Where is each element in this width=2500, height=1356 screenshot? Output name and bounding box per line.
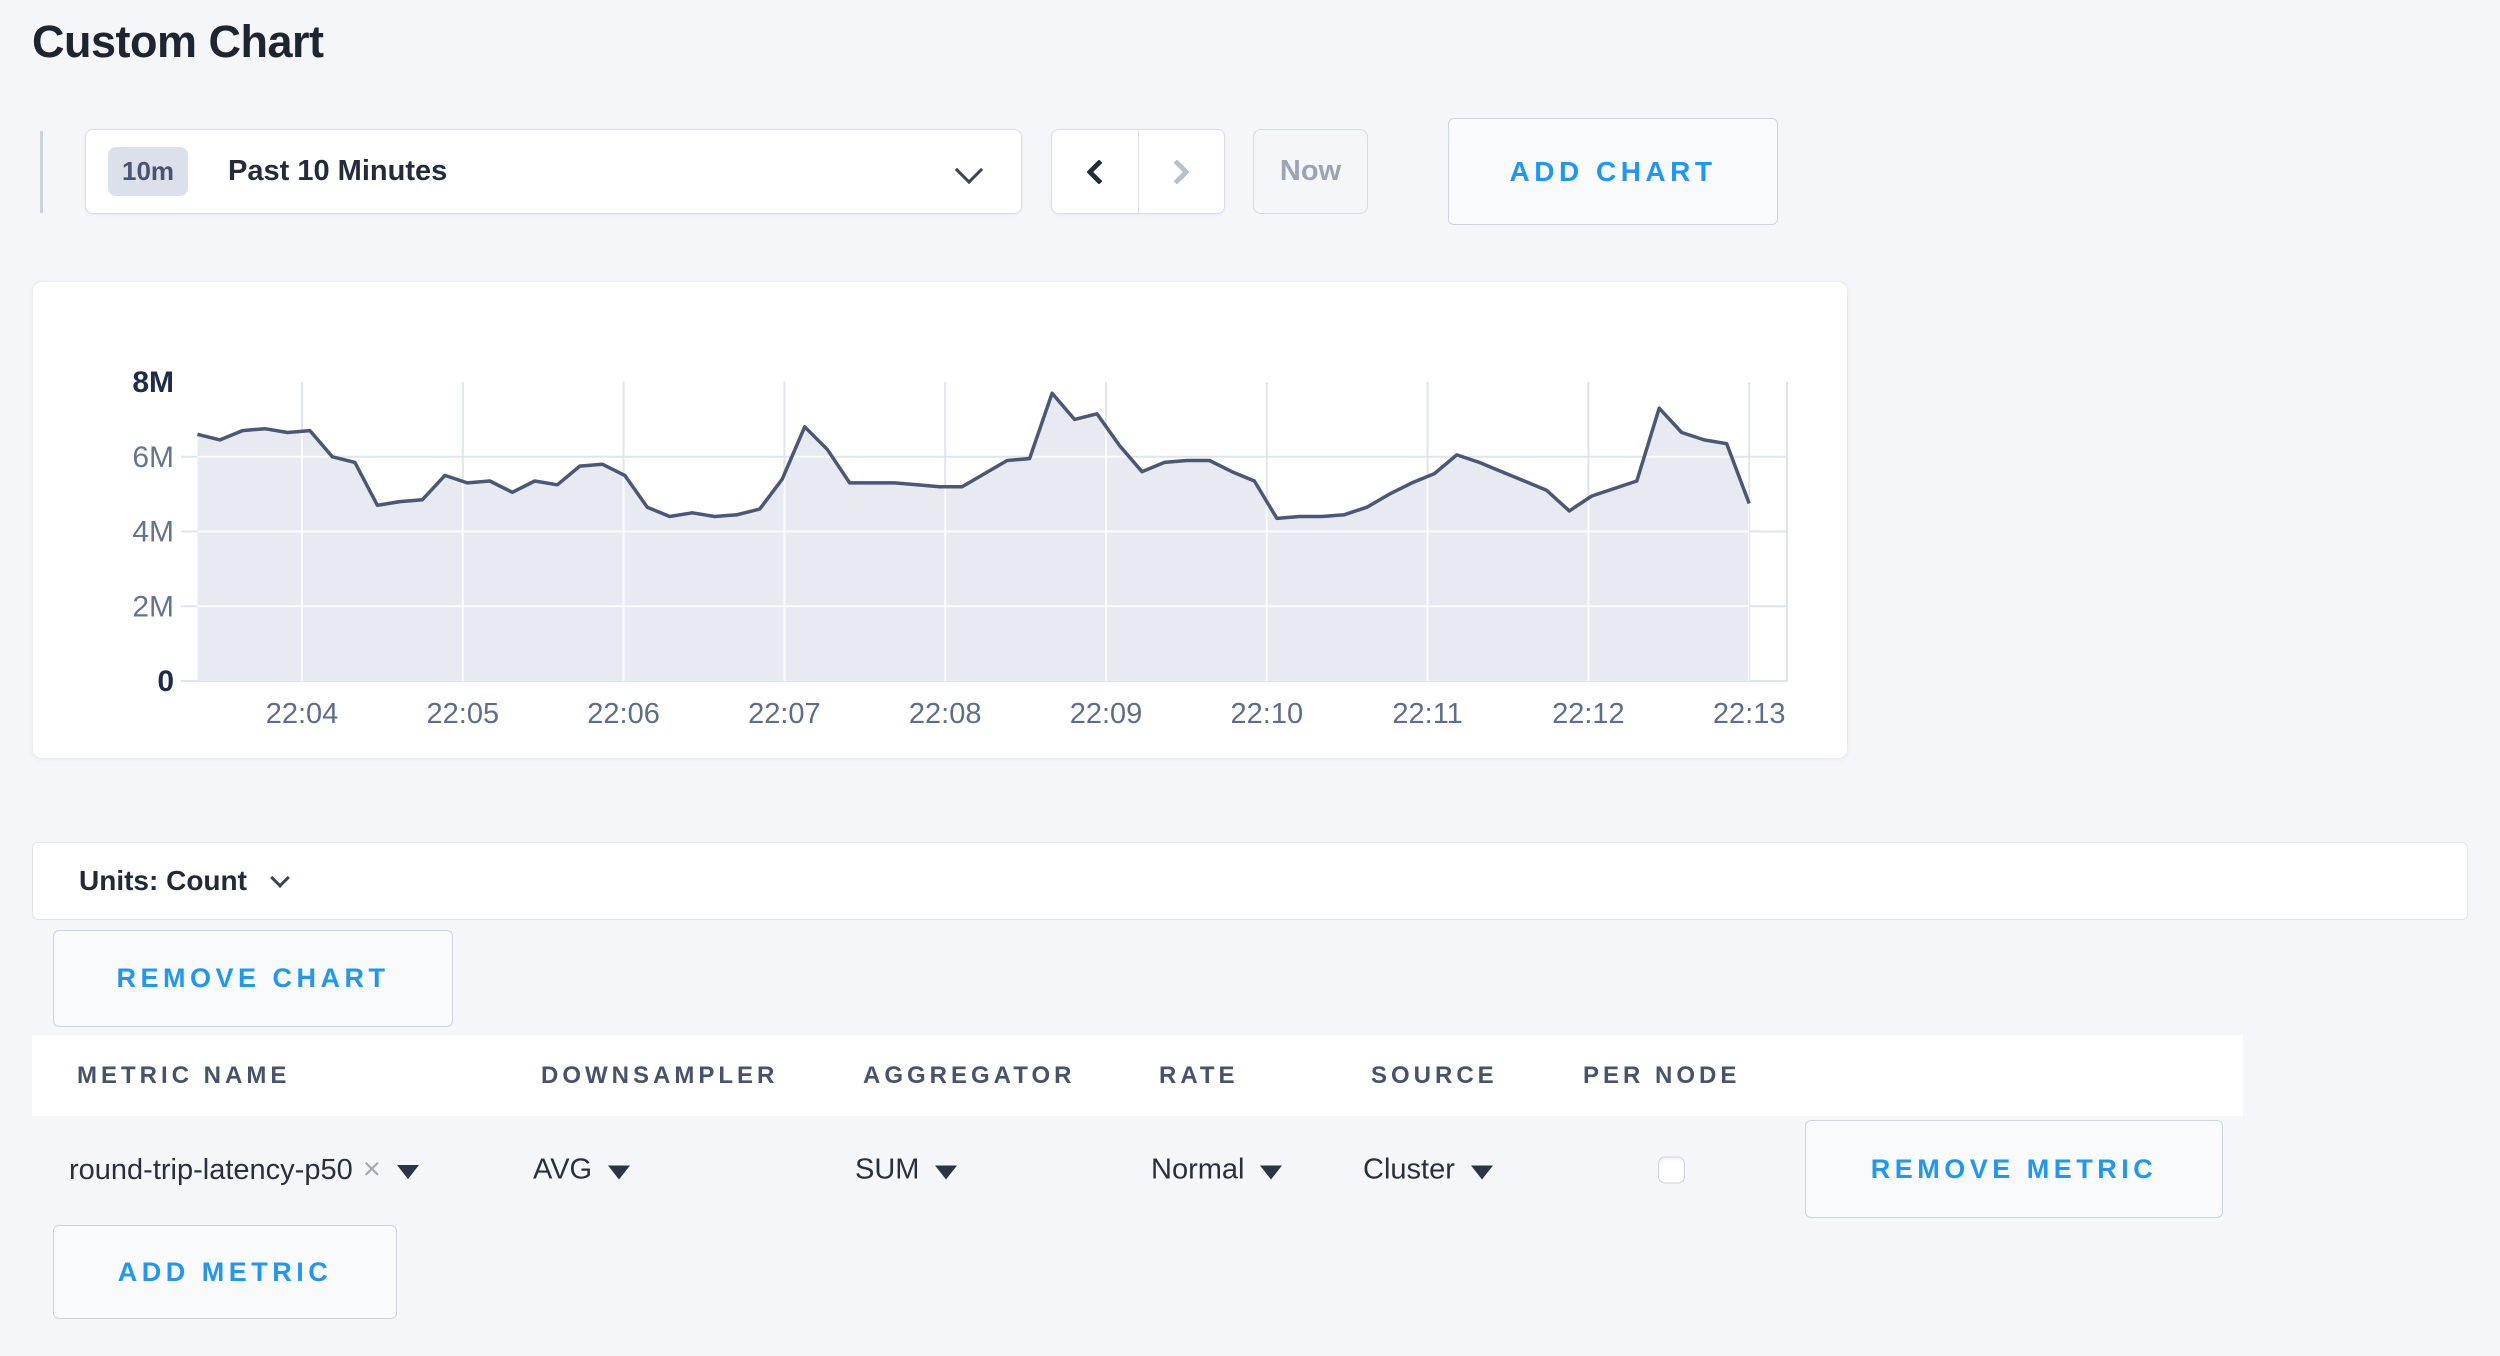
- caret-down-icon: [1260, 1165, 1283, 1179]
- page-title: Custom Chart: [32, 16, 324, 67]
- y-axis-labels: 8M 6M 4M 2M 0: [132, 366, 174, 698]
- chevron-right-icon: [1164, 158, 1190, 185]
- series-line: [197, 391, 1751, 521]
- time-range-picker[interactable]: 10m Past 10 Minutes: [85, 129, 1022, 214]
- column-header-metric-name: METRIC NAME: [77, 1061, 291, 1089]
- svg-text:6M: 6M: [132, 441, 174, 474]
- column-header-source: SOURCE: [1371, 1061, 1498, 1089]
- column-header-per-node: PER NODE: [1583, 1061, 1741, 1089]
- clear-metric-icon[interactable]: [363, 1151, 381, 1187]
- time-range-badge: 10m: [108, 147, 189, 196]
- remove-metric-button[interactable]: REMOVE METRIC: [1805, 1120, 2223, 1218]
- svg-text:22:13: 22:13: [1713, 698, 1786, 730]
- svg-text:22:11: 22:11: [1392, 698, 1462, 730]
- units-dropdown[interactable]: Units: Count: [32, 842, 2468, 920]
- chart-card: 8M 6M 4M 2M 0 22:04 22:05 22:06 22:07 22:08 22:09 2…: [32, 281, 1848, 759]
- time-step-buttons: [1051, 129, 1225, 214]
- column-header-rate: RATE: [1159, 1061, 1239, 1089]
- svg-text:22:12: 22:12: [1552, 698, 1625, 730]
- time-forward-button[interactable]: [1139, 130, 1225, 213]
- add-chart-button[interactable]: ADD CHART: [1448, 118, 1778, 225]
- rate-value: Normal: [1151, 1153, 1245, 1186]
- svg-text:22:06: 22:06: [587, 698, 660, 730]
- aggregator-value: SUM: [855, 1153, 920, 1186]
- chevron-down-icon: [954, 155, 984, 185]
- svg-text:4M: 4M: [132, 516, 174, 549]
- caret-down-icon: [1470, 1165, 1493, 1179]
- caret-down-icon: [608, 1165, 631, 1179]
- column-header-downsampler: DOWNSAMPLER: [541, 1061, 779, 1089]
- time-back-button[interactable]: [1052, 130, 1139, 213]
- per-node-checkbox[interactable]: [1658, 1156, 1685, 1184]
- caret-down-icon: [396, 1165, 419, 1179]
- svg-text:22:08: 22:08: [909, 698, 982, 730]
- remove-chart-button[interactable]: REMOVE CHART: [53, 930, 453, 1027]
- column-header-aggregator: AGGREGATOR: [863, 1061, 1076, 1089]
- time-range-label: Past 10 Minutes: [228, 155, 448, 187]
- add-metric-button[interactable]: ADD METRIC: [53, 1225, 397, 1319]
- metrics-table-header: METRIC NAME DOWNSAMPLER AGGREGATOR RATE …: [32, 1035, 2243, 1116]
- svg-text:0: 0: [157, 665, 174, 698]
- svg-text:8M: 8M: [132, 366, 174, 399]
- chevron-left-icon: [1086, 158, 1112, 185]
- x-axis-labels: 22:04 22:05 22:06 22:07 22:08 22:09 22:10 22:11…: [266, 698, 1786, 730]
- table-row: round-trip-latency-p50 AVG SUM Normal Cl…: [32, 1116, 2243, 1224]
- svg-text:22:09: 22:09: [1070, 698, 1143, 730]
- metric-name-value: round-trip-latency-p50: [69, 1153, 353, 1186]
- svg-text:2M: 2M: [132, 590, 174, 623]
- downsampler-value: AVG: [533, 1153, 593, 1186]
- units-dropdown-label: Units: Count: [79, 865, 247, 896]
- chevron-down-icon: [270, 868, 290, 888]
- svg-text:22:05: 22:05: [427, 698, 500, 730]
- svg-text:22:10: 22:10: [1231, 698, 1304, 730]
- svg-text:22:07: 22:07: [748, 698, 821, 730]
- rate-select[interactable]: Normal: [1151, 1153, 1283, 1187]
- caret-down-icon: [935, 1165, 958, 1179]
- source-select[interactable]: Cluster: [1363, 1154, 1493, 1187]
- svg-text:22:04: 22:04: [266, 698, 339, 730]
- toolbar-divider: [40, 131, 43, 213]
- aggregator-select[interactable]: SUM: [855, 1153, 958, 1187]
- series-area-fill: [197, 393, 1750, 681]
- now-button[interactable]: Now: [1253, 129, 1368, 214]
- metric-name-select[interactable]: round-trip-latency-p50: [69, 1153, 419, 1187]
- source-value: Cluster: [1363, 1153, 1455, 1186]
- downsampler-select[interactable]: AVG: [533, 1153, 631, 1187]
